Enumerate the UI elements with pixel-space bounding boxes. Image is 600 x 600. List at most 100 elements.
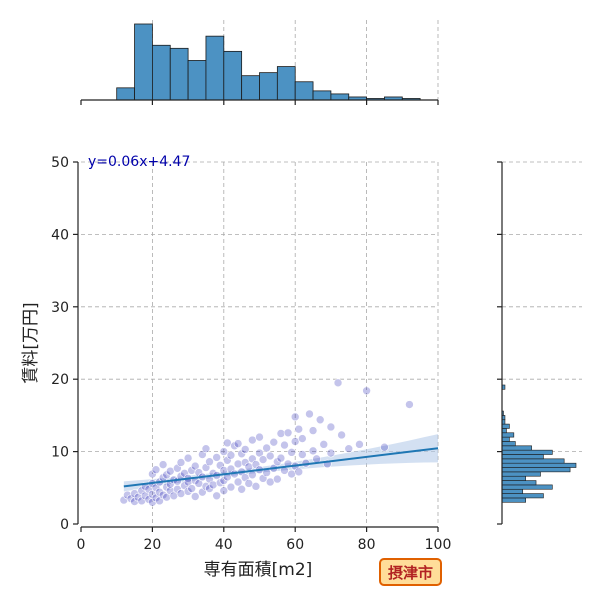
- city-badge-box: [379, 558, 442, 586]
- scatter-point: [233, 459, 243, 469]
- scatter-point: [265, 477, 275, 487]
- right-hist-bar: [501, 441, 516, 447]
- x-tick-label: 100: [425, 537, 452, 553]
- scatter-point: [283, 428, 293, 438]
- scatter-point: [126, 494, 136, 503]
- scatter-point: [219, 447, 229, 456]
- scatter-point: [162, 492, 171, 502]
- scatter-point: [269, 437, 279, 447]
- scatter-point: [240, 445, 250, 454]
- right-hist-bar: [501, 445, 532, 451]
- scatter-point: [344, 444, 354, 454]
- scatter-point: [158, 460, 168, 469]
- scatter-point: [405, 400, 414, 409]
- scatter-point: [298, 450, 307, 459]
- scatter-point: [333, 378, 343, 388]
- scatter-point: [205, 457, 214, 467]
- x-tick-label: 20: [143, 537, 161, 553]
- regression-line: [123, 447, 439, 488]
- scatter-point: [280, 440, 289, 450]
- top-hist-bar: [151, 44, 171, 101]
- x-tick-label: 40: [215, 537, 233, 553]
- scatter-point: [287, 469, 296, 479]
- right-hist-bar: [501, 467, 571, 473]
- y-tick-label: 10: [51, 445, 69, 461]
- scatter-point: [212, 453, 221, 462]
- top-hist-bar: [330, 93, 350, 101]
- scatter-point: [308, 446, 318, 456]
- scatter-point: [133, 492, 143, 502]
- scatter-point: [326, 422, 336, 432]
- top-hist-bar: [241, 75, 260, 101]
- scatter-point: [223, 438, 232, 448]
- scatter-point: [290, 437, 300, 446]
- right-hist-bar: [501, 428, 507, 434]
- regression-line-path: [123, 447, 439, 488]
- top-hist-bar: [205, 35, 225, 101]
- top-hist-bar: [312, 90, 332, 101]
- scatter-point: [298, 434, 307, 443]
- scatter-point: [205, 484, 214, 493]
- right-hist-bar: [501, 432, 515, 438]
- top-hist-bar: [187, 60, 207, 101]
- scatter-point: [162, 470, 171, 480]
- scatter-point: [308, 426, 318, 435]
- scatter-point: [165, 486, 175, 495]
- city-badge: 摂津市: [379, 558, 442, 586]
- y-tick-label: 30: [51, 300, 69, 316]
- right-hist-bar: [501, 493, 544, 499]
- tick-labels: 0 20 40 60 80 100 0 10 20 30 40 50: [51, 155, 451, 553]
- x-tick-label: 60: [286, 537, 304, 553]
- scatter-point: [208, 480, 218, 490]
- scatter-point: [233, 477, 243, 487]
- scatter-point: [162, 482, 171, 492]
- scatter-point: [294, 424, 304, 434]
- right-hist-bar: [501, 480, 537, 486]
- scatter-point: [119, 495, 129, 505]
- regression-equation-label: y=0.06x+4.47: [88, 154, 190, 170]
- scatter-point: [262, 443, 271, 453]
- right-hist-bar: [501, 436, 510, 442]
- top-hist-bar: [259, 72, 278, 101]
- scatter-point: [219, 486, 229, 495]
- scatter-point: [176, 458, 186, 467]
- top-hist-bar: [116, 87, 135, 101]
- scatter-point: [265, 451, 275, 461]
- y-tick-label: 20: [51, 372, 69, 388]
- scatter-point: [219, 476, 229, 485]
- scatter-points: [119, 378, 414, 507]
- scatter-point: [233, 439, 243, 448]
- top-histogram: [80, 23, 439, 105]
- right-histogram: [497, 161, 577, 525]
- scatter-point: [244, 462, 254, 472]
- scatter-point: [215, 461, 225, 470]
- scatter-point: [251, 482, 261, 491]
- scatter-point: [276, 453, 286, 463]
- scatter-point: [187, 466, 196, 475]
- scatter-point: [362, 386, 371, 396]
- scatter-point: [273, 457, 282, 467]
- scatter-point: [137, 496, 146, 506]
- right-hist-bar: [501, 488, 524, 494]
- scatter-point: [258, 455, 268, 464]
- right-hist-bar: [501, 454, 544, 460]
- right-hist-bar: [501, 462, 577, 468]
- scatter-point: [355, 440, 364, 449]
- scatter-point: [251, 460, 261, 469]
- scatter-point: [201, 444, 211, 454]
- scatter-point: [248, 435, 257, 445]
- scatter-point: [223, 455, 232, 465]
- right-hist-bar: [501, 458, 565, 464]
- x-tick-label: 0: [77, 537, 86, 553]
- right-hist-bar: [501, 449, 553, 455]
- city-badge-label: 摂津市: [388, 564, 433, 582]
- right-hist-bar: [501, 497, 526, 503]
- scatter-point: [169, 491, 179, 501]
- right-hist-bar: [501, 475, 526, 481]
- scatter-point: [176, 489, 186, 498]
- right-hist-bar: [501, 484, 553, 490]
- scatter-point: [226, 450, 236, 460]
- scatter-point: [190, 492, 200, 501]
- scatter-point: [305, 409, 314, 419]
- scatter-point: [287, 448, 296, 457]
